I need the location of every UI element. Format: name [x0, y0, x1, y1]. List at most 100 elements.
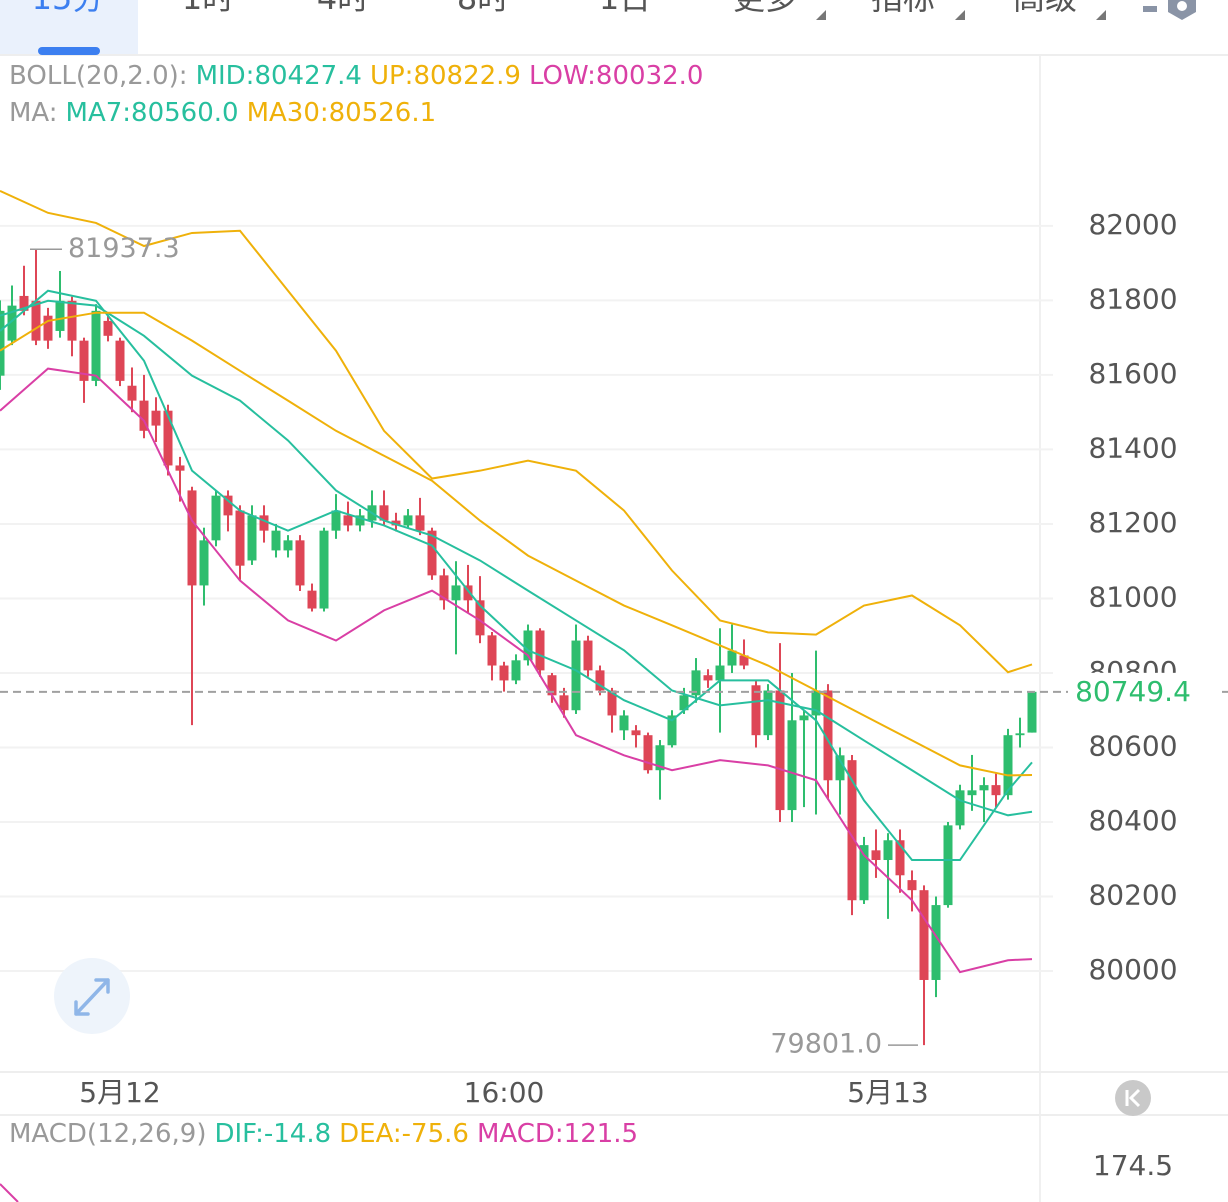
candle-body [631, 730, 641, 736]
candle-body [751, 685, 761, 736]
x-tick-label: 5月12 [79, 1076, 160, 1109]
candle-body [0, 310, 5, 376]
candle-body [991, 785, 1001, 796]
tab[interactable]: 高级 [1013, 0, 1077, 17]
candle-body [499, 665, 509, 681]
y-tick-label: 81400 [1088, 431, 1177, 464]
candle-body [895, 840, 905, 876]
tab[interactable]: 1时 [182, 0, 234, 17]
y-tick-label: 80400 [1088, 804, 1177, 837]
candle-body [511, 660, 521, 681]
candle-body [535, 630, 545, 671]
tab[interactable]: 15分 [32, 0, 105, 17]
indicator-line [0, 311, 1033, 777]
candle-body [19, 295, 29, 311]
candle-body [727, 650, 737, 666]
tab[interactable]: 1日 [599, 0, 651, 17]
candle-body [463, 585, 473, 601]
tab[interactable]: 指标 [871, 0, 935, 17]
candle-body [103, 320, 113, 336]
candle-body [571, 640, 581, 711]
legend-item: MACD:121.5 [477, 1119, 638, 1149]
candle-body [823, 690, 833, 781]
dropdown-arrow [1096, 10, 1106, 20]
candle-body [547, 675, 557, 696]
plot-area [0, 189, 1037, 1046]
candle-body [175, 465, 185, 471]
candle-body [7, 305, 17, 341]
macd-tick-label: 174.5 [1093, 1149, 1173, 1182]
y-tick-label: 80600 [1088, 729, 1177, 762]
y-tick-label: 81600 [1088, 357, 1177, 390]
candle-body [667, 715, 677, 746]
candle-body [247, 515, 257, 561]
tab[interactable]: 4时 [317, 0, 369, 17]
candle-body [319, 530, 329, 609]
candle-body [211, 495, 221, 541]
dropdown-arrow [816, 10, 826, 20]
candle-body [919, 890, 929, 980]
legend-item: DIF:-14.8 [214, 1119, 331, 1149]
candle-body [403, 515, 413, 526]
candle-body [619, 715, 629, 731]
settings-icon-hole [1177, 1, 1187, 11]
legend-title: MA: [9, 98, 58, 128]
candle-body [775, 690, 785, 811]
last-price-label: 80749.4 [1075, 675, 1191, 708]
indicator-line [0, 367, 1033, 974]
tab[interactable]: 8时 [457, 0, 509, 17]
candle-body [967, 790, 977, 796]
candle-body [151, 410, 161, 426]
candle-body [1015, 733, 1025, 736]
latest-icon [1125, 1088, 1141, 1108]
candle-body [67, 300, 77, 341]
legend-item: MA7:80560.0 [66, 98, 239, 128]
candle-body [163, 410, 173, 466]
y-tick-label: 81000 [1088, 580, 1177, 613]
candle-body [799, 715, 809, 721]
legend-item: UP:80822.9 [370, 61, 521, 91]
expand-button[interactable] [54, 958, 130, 1034]
candle-body [115, 340, 125, 381]
candle-body [1027, 691, 1037, 733]
candle-body [847, 760, 857, 901]
x-tick-label: 16:00 [464, 1076, 545, 1109]
candle-body [859, 845, 869, 901]
indicator-line [0, 189, 1033, 674]
legend-row: BOLL(20,2.0): MID:80427.4 UP:80822.9 LOW:80… [9, 61, 703, 91]
legend-row: MACD(12,26,9) DIF:-14.8 DEA:-75.6 MACD:121.… [9, 1119, 638, 1149]
candle-body [31, 300, 41, 341]
tab-bar: 15分 1时 4时 8时 1日 更多 指标 高级 [0, 0, 1228, 56]
candle-body [451, 585, 461, 601]
candle-body [79, 340, 89, 381]
candle-body [487, 635, 497, 666]
settings-bar[interactable] [1143, 6, 1157, 12]
y-tick-label: 81200 [1088, 506, 1177, 539]
y-tick-label: 81800 [1088, 282, 1177, 315]
grid [0, 224, 1053, 973]
last-price-box-inner [1068, 674, 1218, 709]
candle-body [295, 540, 305, 586]
candle-body [871, 850, 881, 861]
candle-body [523, 630, 533, 661]
scroll-to-latest-button[interactable] [1115, 1080, 1151, 1116]
legend-item: MID:80427.4 [196, 61, 362, 91]
candle-body [943, 825, 953, 906]
tab[interactable]: 更多 [733, 0, 797, 17]
candle-body [979, 785, 989, 791]
candle-body [559, 695, 569, 711]
candle-body [475, 600, 485, 636]
candle-body [391, 520, 401, 526]
candle-body [691, 670, 701, 696]
candle-body [655, 745, 665, 771]
candle-body [43, 315, 53, 341]
expand-icon [74, 978, 110, 1016]
candle-body [835, 755, 845, 781]
legend-title: MACD(12,26,9) [9, 1119, 206, 1149]
dropdown-arrow [955, 10, 965, 20]
legend-item: MA30:80526.1 [247, 98, 437, 128]
candle-body [679, 695, 689, 711]
extreme-label: 79801.0 [770, 1029, 882, 1060]
y-tick-label: 80000 [1088, 953, 1177, 986]
